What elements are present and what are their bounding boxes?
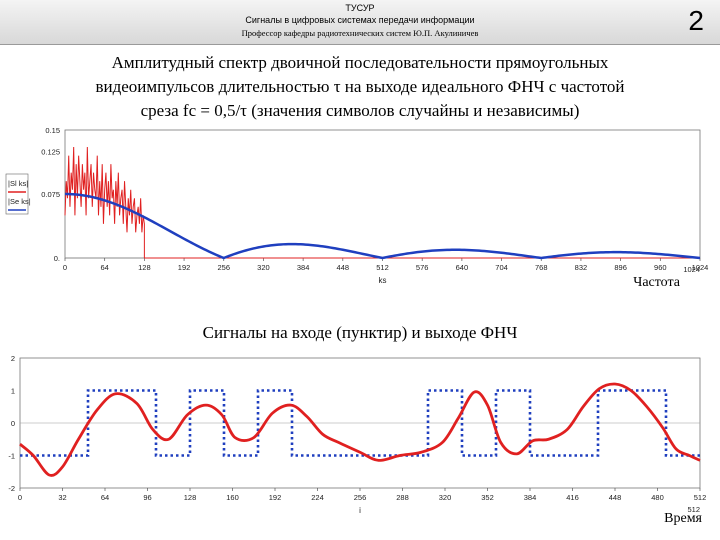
signals-y-tick-label: -1 [8, 452, 15, 461]
signals-x-tick-label: 512 [694, 493, 707, 502]
spectrum-x-tick-label: 960 [654, 263, 667, 272]
spectrum-x-tick-label: 896 [614, 263, 627, 272]
signals-series-input [20, 389, 700, 457]
spectrum-x-tick-label: 128 [138, 263, 151, 272]
signals-y-tick-label: -2 [8, 484, 15, 493]
spectrum-x-tick-label: 256 [217, 263, 230, 272]
spectrum-x-tick-label: 320 [257, 263, 270, 272]
spectrum-x-tick-label: 768 [535, 263, 548, 272]
signals-x-tick-label: 288 [396, 493, 409, 502]
spectrum-x-tick-label: 576 [416, 263, 429, 272]
signals-section-title: Сигналы на входе (пунктир) и выходе ФНЧ [202, 323, 518, 342]
spectrum-y-tick-label: 0.075 [41, 190, 60, 199]
signals-y-tick-label: 0 [11, 419, 15, 428]
spectrum-x-tick-label: 192 [178, 263, 191, 272]
spectrum-series-sl [64, 147, 700, 259]
signals-x-tick-label: 352 [481, 493, 494, 502]
signals-x-tick-label: 160 [226, 493, 239, 502]
spectrum-legend-se: |Se ks| [8, 197, 31, 206]
signals-x-axis-label: i [359, 506, 361, 515]
spectrum-caption-line1: Амплитудный спектр двоичной последовател… [111, 53, 609, 72]
header-course-title: Сигналы в цифровых системах передачи инф… [245, 15, 475, 25]
spectrum-series-se [64, 192, 701, 260]
signals-x-tick-label: 192 [269, 493, 282, 502]
signals-x-end-label: 512 [687, 505, 700, 514]
signals-y-tick-label: 1 [11, 387, 15, 396]
spectrum-x-tick-label: 448 [337, 263, 350, 272]
spectrum-y-tick-label: 0.15 [45, 126, 60, 135]
signals-x-tick-label: 224 [311, 493, 324, 502]
signals-x-tick-label: 128 [184, 493, 197, 502]
signals-x-tick-label: 480 [651, 493, 664, 502]
signals-x-tick-label: 32 [58, 493, 66, 502]
spectrum-x-tick-label: 704 [495, 263, 508, 272]
signals-x-tick-label: 96 [143, 493, 151, 502]
spectrum-x-tick-label: 64 [101, 263, 109, 272]
signals-x-tick-label: 416 [566, 493, 579, 502]
slide-header: ТУСУР Сигналы в цифровых системах переда… [0, 0, 720, 45]
signals-x-tick-label: 0 [18, 493, 22, 502]
header-author: Профессор кафедры радиотехнических систе… [241, 28, 479, 38]
signals-corner-label: Время [664, 511, 702, 526]
header-university: ТУСУР [345, 3, 375, 13]
spectrum-x-tick-label: 384 [297, 263, 310, 272]
spectrum-legend-box [5, 173, 29, 215]
signals-x-tick-label: 384 [524, 493, 537, 502]
spectrum-x-tick-label: 512 [376, 263, 389, 272]
spectrum-caption-line3: среза fc = 0,5/τ (значения символов случ… [140, 101, 580, 120]
spectrum-x-end-label: 1024 [683, 265, 700, 274]
spectrum-y-tick-label: 0.125 [41, 147, 60, 156]
slide-number: 2 [688, 5, 704, 36]
signals-x-tick-label: 256 [354, 493, 367, 502]
signals-x-tick-label: 320 [439, 493, 452, 502]
signals-x-tick-label: 64 [101, 493, 109, 502]
spectrum-legend-sl: |Sl ks| [8, 179, 28, 188]
spectrum-caption-line2: видеоимпульсов длительностью τ на выходе… [95, 77, 625, 96]
spectrum-x-axis-label: ks [379, 276, 387, 285]
spectrum-x-tick-label: 640 [456, 263, 469, 272]
signals-y-tick-label: 2 [11, 354, 15, 363]
spectrum-x-tick-label: 832 [575, 263, 588, 272]
signals-x-tick-label: 448 [609, 493, 622, 502]
spectrum-x-tick-label: 0 [63, 263, 67, 272]
signals-series-output [19, 382, 701, 477]
spectrum-y-tick-label: 0. [54, 254, 60, 263]
spectrum-x-tick-label: 1024 [692, 263, 709, 272]
spectrum-corner-label: Частота [633, 275, 681, 290]
